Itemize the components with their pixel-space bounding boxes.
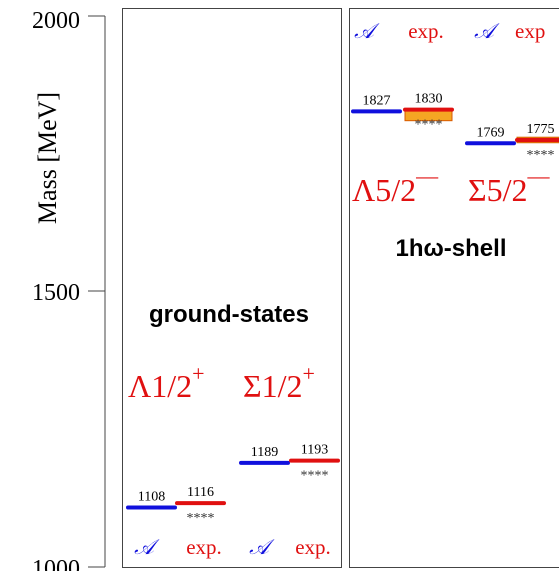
level-value-label: 1193 [301, 443, 328, 458]
panel-frame-1hw-shell [349, 8, 559, 568]
column-header-theory: 𝒜 [354, 19, 380, 43]
panel-title-ground-states: ground-states [149, 301, 309, 328]
group-label-sigma-5-2-minus: Σ5/2— [468, 163, 551, 208]
column-header-exp: exp. [295, 535, 331, 559]
y-tick-label-1500: 1500 [32, 280, 80, 306]
panel-title-1hw-shell: 1hω-shell [396, 235, 507, 262]
level-value-label: 1775 [527, 122, 555, 137]
level-value-label: 1830 [415, 92, 443, 107]
level-rating-stars: **** [301, 469, 329, 484]
column-header-theory: 𝒜 [249, 535, 275, 559]
panel-frame-ground-states [122, 8, 342, 568]
group-label-sigma-1-2-plus: Σ1/2+ [243, 361, 315, 404]
y-tick-label-1000: 1000 [32, 556, 80, 571]
y-tick-label-2000: 2000 [32, 8, 80, 34]
level-value-label: 1108 [138, 489, 165, 504]
column-header-theory: 𝒜 [474, 19, 500, 43]
level-value-label: 1769 [477, 125, 505, 140]
y-axis-label: Mass [MeV] [33, 92, 62, 224]
level-value-label: 1116 [187, 485, 214, 500]
level-value-label: 1827 [363, 93, 391, 108]
level-value-label: 1189 [251, 445, 278, 460]
level-rating-stars: **** [527, 148, 555, 163]
column-header-theory: 𝒜 [134, 535, 160, 559]
level-rating-stars: **** [415, 118, 443, 133]
column-header-exp: exp. [186, 535, 222, 559]
column-header-exp: exp. [408, 19, 444, 43]
level-rating-stars: **** [187, 511, 215, 526]
group-label-lambda-1-2-plus: Λ1/2+ [128, 361, 205, 404]
column-header-exp: exp [515, 19, 545, 43]
level-marks: 1108 1116 **** 1189 1193 **** 1827 1830 **** 1769… [126, 92, 559, 526]
group-label-lambda-5-2-minus: Λ5/2— [352, 163, 439, 208]
